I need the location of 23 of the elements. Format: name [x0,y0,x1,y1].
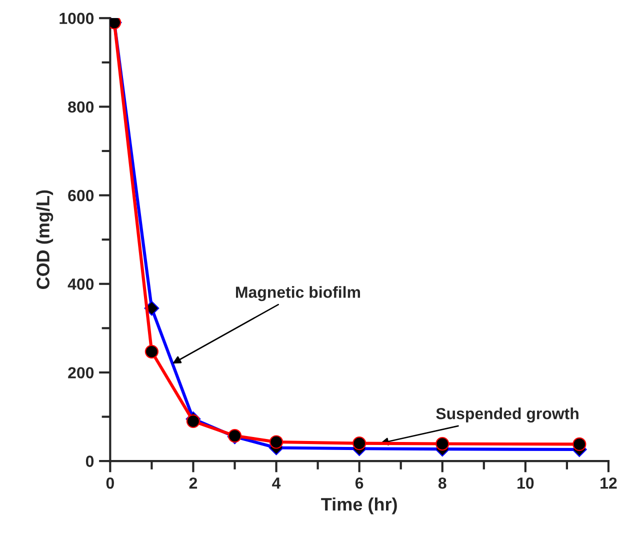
x-axis-title: Time (hr) [321,497,397,514]
x-tick-label: 2 [189,477,198,489]
y-tick-label: 200 [68,367,94,378]
point [572,437,586,452]
point [436,436,450,451]
point [144,344,159,358]
y-tick-label: 1000 [60,12,94,24]
point [269,435,284,449]
x-tick-label: 0 [106,477,114,489]
point [186,414,200,428]
annotation: Suspended growth [436,408,578,422]
x-tick-label: 10 [518,477,534,489]
point [352,436,366,450]
y-axis-title: COD (mg/L) [36,190,54,289]
annotation: Magnetic biofilm [236,286,360,302]
x-tick-label: 12 [600,477,617,489]
x-tick-label: 4 [272,478,281,489]
y-tick-label: 800 [68,101,94,113]
y-tick-label: 600 [68,190,94,202]
x-tick-label: 8 [438,477,446,489]
y-tick-label: 400 [68,278,94,290]
y-tick-label: 0 [86,456,94,467]
x-tick-label: 6 [355,477,364,489]
